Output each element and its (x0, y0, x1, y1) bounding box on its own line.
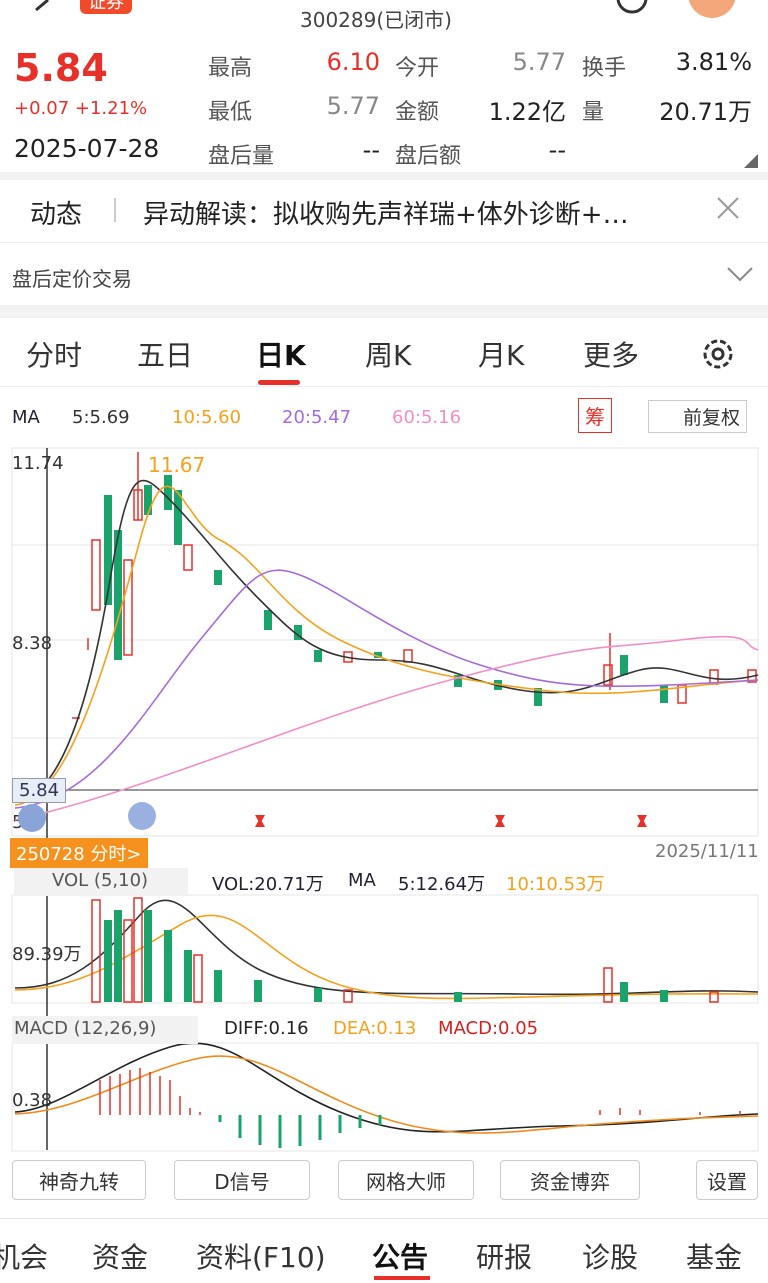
vol-ma5: 5:12.64万 (398, 874, 486, 895)
tool-button[interactable]: 资金博弈 (500, 1160, 640, 1200)
dea: DEA:0.13 (333, 1018, 417, 1039)
tab-underline (258, 380, 300, 385)
vol-ma: MA (348, 870, 376, 891)
macd-indicator[interactable]: MACD (12,26,9) (14, 1018, 157, 1039)
macd: MACD:0.05 (438, 1018, 539, 1039)
corner (744, 154, 758, 168)
vol: VOL:20.71万 (212, 874, 324, 895)
field-value: 6.10 (326, 48, 380, 76)
adjust-button[interactable]: 前复权 (648, 400, 748, 433)
tab[interactable]: 日K (256, 339, 306, 372)
field-value: 20.71万 (659, 98, 752, 126)
date: 2025-07-28 (14, 134, 160, 163)
tab[interactable]: 更多 (583, 339, 640, 372)
separator (0, 305, 768, 318)
tool-button[interactable]: 网格大师 (338, 1160, 474, 1200)
y-mid: 8.38 (12, 633, 53, 654)
vol-y: 89.39万 (12, 944, 82, 965)
tab[interactable]: 月K (478, 339, 525, 372)
tab[interactable]: 周K (365, 339, 412, 372)
end-date: 2025/11/11 (655, 841, 759, 862)
diff: DIFF:0.16 (224, 1018, 309, 1039)
field-value: -- (548, 136, 566, 164)
bottom-tab[interactable]: 诊股 (582, 1241, 639, 1274)
divider (114, 198, 116, 222)
ma-label: MA (12, 407, 40, 428)
news-text[interactable]: 异动解读：拟收购先声祥瑞+体外诊断+… (143, 200, 629, 230)
tool-button[interactable]: D信号 (174, 1160, 310, 1200)
close-icon[interactable] (716, 196, 740, 220)
after-hours[interactable]: 盘后定价交易 (12, 267, 132, 291)
bottom-tab[interactable]: 公告 (372, 1241, 429, 1274)
tool-button[interactable]: 神奇九转 (12, 1160, 146, 1200)
field-label: 今开 (395, 56, 440, 81)
field-value: 5.77 (326, 92, 380, 120)
field-label: 金额 (395, 100, 440, 125)
field-value: 1.22亿 (488, 98, 566, 126)
bottom-tab[interactable]: 资金 (92, 1241, 149, 1274)
news-tag: 动态 (30, 200, 83, 230)
bottom-tab[interactable]: 基金 (686, 1241, 743, 1274)
stock-title: 300289(已闭市) (300, 8, 452, 32)
vol-indicator[interactable]: VOL (5,10) (52, 870, 149, 891)
field-label: 量 (582, 100, 605, 125)
line (0, 1218, 768, 1219)
field-label: 盘后额 (395, 144, 462, 169)
bottom-tab[interactable]: 研报 (476, 1241, 533, 1274)
high-label: 11.67 (148, 453, 206, 477)
field-value: 5.77 (512, 48, 566, 76)
indicator-bg (14, 868, 188, 896)
settings-icon[interactable] (700, 336, 736, 372)
tab[interactable]: 五日 (137, 339, 194, 372)
price-marker: 5.84 (12, 778, 67, 803)
ma-value: 20:5.47 (282, 407, 352, 428)
field-value: -- (362, 136, 380, 164)
ma-value: 10:5.60 (172, 407, 242, 428)
bottom-tab[interactable]: 资料(F10) (196, 1241, 326, 1274)
ma-value: 5:5.69 (72, 407, 130, 428)
price: 5.84 (14, 46, 108, 90)
chip-button[interactable]: 筹 (578, 398, 612, 433)
separator (0, 172, 768, 180)
line (0, 242, 768, 243)
field-label: 最高 (208, 56, 253, 81)
field-value: 3.81% (675, 48, 752, 76)
y-top: 11.74 (12, 453, 64, 474)
time-link[interactable]: 250728 分时> (10, 838, 148, 868)
macd-y: 0.38 (12, 1090, 53, 1111)
field-label: 换手 (582, 56, 627, 81)
field-label: 盘后量 (208, 144, 275, 169)
indicator-bg (12, 1016, 198, 1044)
vol-ma10: 10:10.53万 (506, 874, 605, 895)
change: +0.07 +1.21% (14, 98, 148, 119)
top-icons (35, 0, 736, 18)
charts (11, 447, 759, 1152)
field-label: 最低 (208, 100, 253, 125)
bottom-tab[interactable]: 机会 (0, 1241, 49, 1274)
bottom-underline (374, 1276, 430, 1280)
tab[interactable]: 分时 (26, 339, 83, 372)
badge[interactable]: 证券 (80, 0, 132, 14)
chevron[interactable] (726, 266, 754, 282)
ma-value: 60:5.16 (392, 407, 462, 428)
line (0, 386, 768, 387)
tool-button[interactable]: 设置 (696, 1160, 758, 1200)
